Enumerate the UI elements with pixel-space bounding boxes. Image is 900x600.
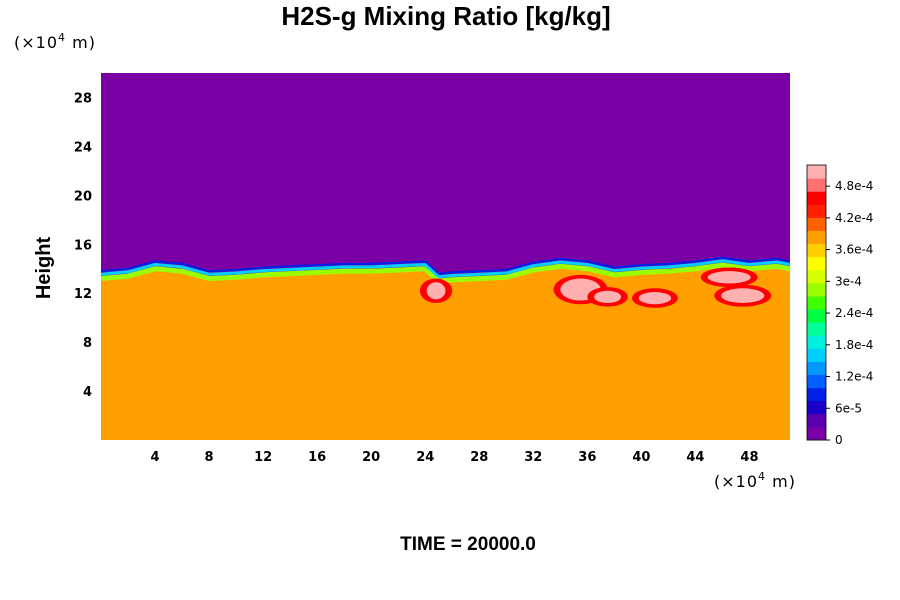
high-patch-1 xyxy=(426,282,446,300)
colorbar-tick-label: 3e-4 xyxy=(835,274,862,288)
y-tick-label: 24 xyxy=(74,140,92,155)
colorbar-segment xyxy=(807,413,826,428)
x-tick-label: 40 xyxy=(632,450,650,465)
y-tick-label: 16 xyxy=(74,238,92,253)
colorbar-segment xyxy=(807,178,826,192)
region-lower xyxy=(101,265,790,440)
colorbar-tick-label: 4.2e-4 xyxy=(835,211,873,225)
y-axis-label: Height xyxy=(33,237,55,300)
x-tick-label: 8 xyxy=(205,450,214,465)
interface-band-2 xyxy=(100,259,791,279)
colorbar-tick-label: 0 xyxy=(835,433,843,447)
x-tick-label: 12 xyxy=(254,450,272,465)
colorbar-tick-label: 2.4e-4 xyxy=(835,306,873,320)
y-tick-label: 4 xyxy=(83,385,92,400)
x-tick-label: 36 xyxy=(578,450,596,465)
colorbar-segment xyxy=(807,243,826,258)
y-tick-label: 20 xyxy=(74,189,92,204)
colorbar-segment xyxy=(807,361,826,376)
high-patch-4 xyxy=(638,291,672,305)
x-tick-label: 16 xyxy=(308,450,326,465)
x-tick-label: 28 xyxy=(470,450,488,465)
y-axis-ticks: 4 8 12 16 20 24 28 xyxy=(74,91,92,400)
x-tick-label: 4 xyxy=(151,450,160,465)
y-tick-label: 8 xyxy=(83,336,92,351)
y-tick-label: 12 xyxy=(74,287,92,302)
x-unit-label: (×104 m) xyxy=(714,470,796,491)
colorbar: 0 6e-5 1.2e-4 1.8e-4 2.4e-4 3e-4 3.6e-4 4.2e-4 4… xyxy=(806,164,873,447)
colorbar-segment xyxy=(807,387,826,402)
colorbar-segment xyxy=(807,230,826,245)
colorbar-segment xyxy=(807,191,826,205)
high-patch-3 xyxy=(594,290,622,303)
chart-title: H2S-g Mixing Ratio [kg/kg] xyxy=(281,1,610,31)
interface-band-3 xyxy=(100,256,791,275)
colorbar-tick-label: 1.8e-4 xyxy=(835,338,873,352)
high-patch-6 xyxy=(721,288,765,303)
time-label: TIME = 20000.0 xyxy=(400,534,536,555)
colorbar-frame xyxy=(806,164,827,441)
heatmap-plot-area xyxy=(100,73,791,440)
colorbar-segment xyxy=(807,322,826,336)
colorbar-segment xyxy=(807,335,826,349)
colorbar-segment xyxy=(807,400,826,415)
x-tick-label: 32 xyxy=(524,450,542,465)
colorbar-segment xyxy=(807,256,826,271)
colorbar-tick-label: 1.2e-4 xyxy=(835,370,873,384)
colorbar-tick-label: 3.6e-4 xyxy=(835,243,873,257)
colorbar-segment xyxy=(807,269,826,284)
colorbar-segment xyxy=(807,374,826,389)
colorbar-segment xyxy=(807,165,826,179)
colorbar-tick-label: 6e-5 xyxy=(835,401,862,415)
colorbar-segment xyxy=(807,204,826,218)
x-tick-label: 24 xyxy=(416,450,434,465)
y-tick-label: 28 xyxy=(74,91,92,106)
x-tick-label: 48 xyxy=(740,450,758,465)
colorbar-segment xyxy=(807,295,826,310)
colorbar-segment xyxy=(807,217,826,231)
high-patch-5 xyxy=(707,271,751,284)
x-axis-ticks: 4 8 12 16 20 24 28 32 36 40 44 48 xyxy=(151,450,759,465)
colorbar-segment xyxy=(807,426,826,441)
x-tick-label: 44 xyxy=(686,450,704,465)
colorbar-tick-label: 4.8e-4 xyxy=(835,179,873,193)
x-tick-label: 20 xyxy=(362,450,380,465)
colorbar-segment xyxy=(807,348,826,362)
colorbar-segment xyxy=(807,309,826,323)
y-unit-label: (×104 m) xyxy=(14,31,96,52)
colorbar-segment xyxy=(807,282,826,297)
interface-band-1 xyxy=(100,262,791,284)
